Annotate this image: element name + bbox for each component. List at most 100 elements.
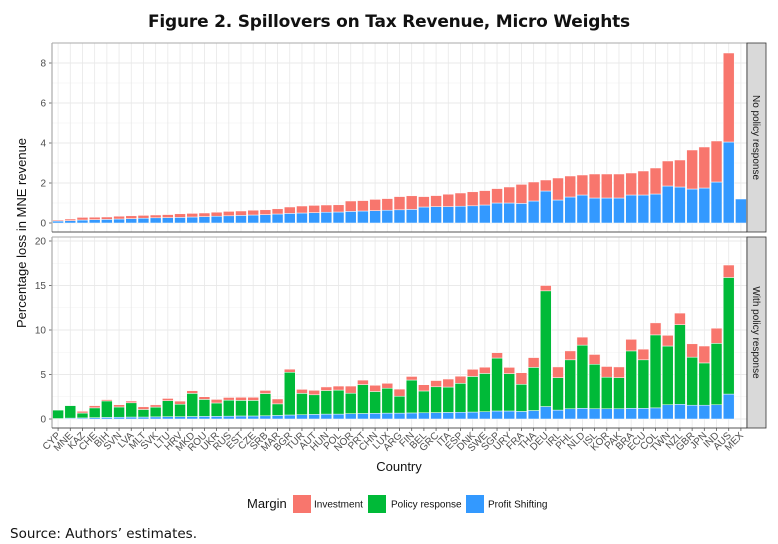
bar-phl-profit-shifting	[564, 196, 576, 224]
bar-bgr-profit-shifting	[284, 414, 296, 420]
bar-tur-policy-response	[296, 393, 308, 415]
bar-arg-policy-response	[393, 395, 406, 414]
bar-lva-policy-response	[125, 402, 137, 418]
bar-ecu-profit-shifting	[637, 194, 650, 224]
bar-svk-policy-response	[149, 406, 162, 418]
legend-label: Investment	[314, 500, 363, 511]
bar-jpn-investment	[698, 146, 711, 189]
legend-label: Profit Shifting	[488, 500, 547, 511]
bar-bra-investment	[625, 339, 637, 352]
bar-deu-policy-response	[540, 290, 552, 407]
bar-phl-investment	[564, 350, 576, 361]
bar-irl-profit-shifting	[552, 199, 564, 224]
bar-nor-profit-shifting	[344, 413, 357, 420]
bar-pak-profit-shifting	[613, 197, 625, 224]
bar-svn-investment	[113, 215, 125, 220]
bar-nzl-policy-response	[674, 324, 686, 405]
bar-fin-policy-response	[405, 379, 418, 414]
bar-nor-investment	[344, 385, 357, 394]
bar-hrv-investment	[174, 400, 186, 405]
bar-nzl-investment	[674, 159, 686, 188]
bar-jpn-policy-response	[698, 362, 711, 406]
bar-lva-profit-shifting	[125, 218, 137, 224]
legend: Margin Investment Policy response Profit Sh…	[247, 495, 547, 513]
bar-nor-investment	[344, 200, 357, 212]
bar-mne-policy-response	[64, 405, 77, 419]
bar-prt-policy-response	[357, 384, 369, 414]
bar-nzl-profit-shifting	[674, 186, 686, 224]
bar-mkd-policy-response	[186, 393, 198, 417]
bar-ecu-policy-response	[637, 359, 650, 409]
bar-nld-profit-shifting	[576, 408, 589, 420]
bar-aus-profit-shifting	[722, 141, 735, 224]
bar-rus-policy-response	[223, 399, 235, 417]
bar-nld-profit-shifting	[576, 194, 589, 224]
bar-fin-investment	[405, 195, 418, 210]
bar-twn-investment	[662, 335, 674, 347]
bar-sgp-policy-response	[491, 357, 503, 412]
bar-cyp-profit-shifting	[52, 220, 64, 224]
bar-bgr-profit-shifting	[284, 213, 296, 224]
bar-rus-profit-shifting	[223, 415, 235, 420]
bar-swe-policy-response	[479, 373, 491, 412]
bar-est-investment	[235, 397, 247, 401]
bar-mne-investment	[64, 218, 77, 221]
bar-aus-profit-shifting	[722, 393, 735, 420]
bar-ita-investment	[442, 378, 455, 388]
bar-bra-policy-response	[625, 350, 637, 409]
bar-tur-investment	[296, 205, 308, 214]
y-tick-label: 2	[40, 179, 46, 190]
bar-bel-profit-shifting	[418, 412, 430, 420]
bar-nld-investment	[576, 336, 589, 346]
bar-cze-profit-shifting	[247, 214, 259, 224]
y-tick-label: 8	[40, 59, 46, 70]
bar-ukr-profit-shifting	[210, 215, 223, 224]
bar-grc-investment	[430, 380, 442, 388]
bar-mkd-profit-shifting	[186, 416, 198, 420]
bar-est-profit-shifting	[235, 215, 247, 224]
bar-aut-investment	[308, 390, 320, 396]
bar-ita-policy-response	[442, 386, 455, 413]
bar-ury-policy-response	[503, 373, 515, 412]
bar-deu-investment	[540, 285, 552, 292]
facet-strip	[746, 236, 767, 429]
bar-kaz-investment	[76, 411, 89, 414]
bar-rou-investment	[198, 396, 211, 400]
bar-pol-investment	[332, 204, 345, 213]
bar-lux-investment	[381, 383, 394, 389]
bar-grc-profit-shifting	[430, 412, 442, 420]
bar-prt-investment	[357, 379, 369, 385]
bar-fra-profit-shifting	[515, 203, 528, 224]
bar-ind-profit-shifting	[710, 181, 723, 224]
bar-pak-investment	[613, 173, 625, 199]
facet-strip-label: With policy response	[750, 286, 761, 379]
bar-rus-investment	[223, 211, 235, 217]
y-tick-label: 5	[40, 370, 46, 381]
bar-aus-investment	[722, 52, 735, 143]
bar-srb-investment	[259, 390, 272, 394]
bar-fra-investment	[515, 184, 528, 204]
bar-isl-investment	[588, 354, 601, 365]
bar-kaz-profit-shifting	[76, 219, 89, 224]
bar-mar-policy-response	[271, 403, 284, 416]
bar-kor-investment	[601, 366, 613, 378]
y-tick-label: 20	[35, 237, 47, 248]
bar-arg-profit-shifting	[393, 412, 406, 420]
bar-aut-investment	[308, 205, 320, 213]
bar-irl-investment	[552, 177, 564, 201]
bar-grc-investment	[430, 195, 442, 207]
bar-esp-profit-shifting	[454, 205, 467, 224]
bar-mlt-investment	[137, 406, 150, 410]
bar-lva-investment	[125, 215, 137, 219]
bar-bih-investment	[101, 399, 113, 402]
bar-svn-investment	[113, 404, 125, 408]
bar-ecu-profit-shifting	[637, 408, 650, 420]
bar-col-investment	[649, 322, 662, 336]
bar-fra-profit-shifting	[515, 411, 528, 420]
bar-che-investment	[88, 405, 101, 409]
bar-arg-investment	[393, 196, 406, 211]
bar-rou-profit-shifting	[198, 216, 211, 224]
bar-pol-investment	[332, 385, 345, 391]
bar-ecu-investment	[637, 170, 650, 196]
bar-gbr-profit-shifting	[686, 188, 698, 224]
